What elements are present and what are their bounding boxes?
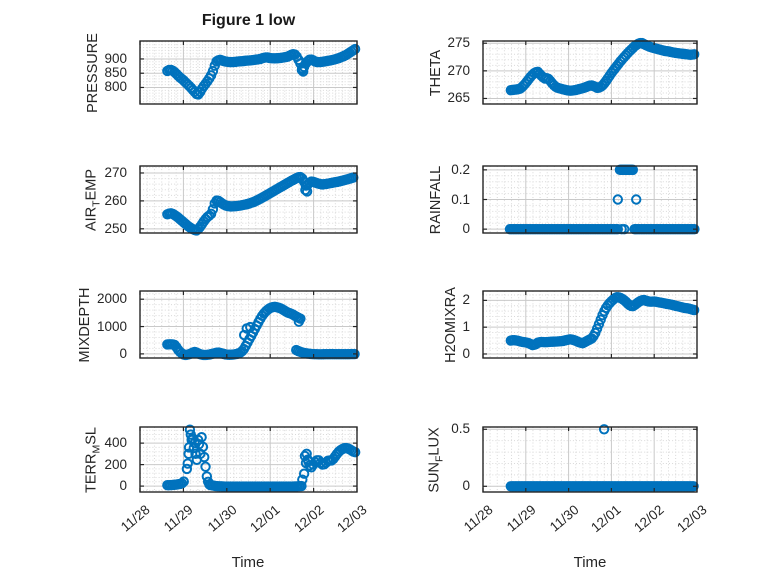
tick-marks [139,166,358,233]
y-tick-label: 0 [462,345,470,361]
x-tick-label: 11/29 [161,502,197,535]
x-tick-label: 11/30 [546,502,582,535]
x-tick-label: 12/02 [290,502,327,536]
axes-frame [139,165,358,234]
y-axis-label-sun-flux: SUNFLUX [426,426,445,493]
series-h2omixra-markers [505,291,700,351]
y-axis-label-air-temp: AIRTEMP [83,168,102,231]
x-tick-label: 12/02 [631,502,667,536]
y-tick-label: 850 [104,65,127,81]
tick-marks [482,291,698,358]
x-tick-label: 11/30 [204,502,240,535]
y-tick-label: 0.5 [451,421,470,437]
plot-area-mixdepth [139,290,360,361]
axes-frame [482,40,698,105]
tick-marks [139,291,358,358]
y-tick-label: 2000 [96,291,127,307]
x-tick-label: 11/29 [503,502,539,535]
y-tick-label: 0 [119,345,127,361]
y-tick-label: 0.1 [451,191,470,207]
axes-frame [482,426,698,493]
minor-grid [483,166,697,233]
axes-frame [482,290,698,359]
y-tick-label: 250 [104,220,127,236]
x-tick-label: 12/03 [674,502,710,536]
x-tick-label: 11/28 [460,502,496,535]
tick-marks [139,41,358,104]
y-axis-label-h2omixra: H2OMIXRA [442,286,459,363]
axes-frame [139,290,358,359]
x-tick-label: 11/28 [117,502,153,535]
y-axis-label-rainfall: RAINFALL [427,165,444,234]
tick-marks [139,427,358,492]
y-tick-label: 265 [447,90,470,106]
y-tick-label: 0 [119,478,127,494]
series-terr-msl-markers [162,424,361,492]
y-tick-label: 2 [462,292,470,308]
major-grid [140,166,357,233]
plot-area-pressure [139,40,361,105]
y-axis-label-theta: THETA [427,49,444,96]
y-tick-label: 0.2 [451,161,470,177]
y-tick-label: 1 [462,319,470,335]
axes-frame [139,40,358,105]
y-tick-label: 200 [104,456,127,472]
y-tick-label: 800 [104,79,127,95]
axes-frame [139,426,358,493]
series-mixdepth-markers [162,301,360,361]
tick-marks [482,427,698,492]
minor-grid [483,41,697,105]
y-tick-label: 0 [462,478,470,494]
x-tick-label: 12/01 [247,502,283,536]
y-tick-label: 1000 [96,318,127,334]
y-tick-label: 260 [104,192,127,208]
y-axis-label-pressure: PRESSURE [84,32,101,113]
series-air-temp-markers [162,171,359,236]
figure-title: Figure 1 low [201,12,296,29]
plot-area-sun-flux [482,424,699,493]
series-sun-flux-markers [505,424,699,492]
y-tick-label: 900 [104,50,127,66]
y-axis-label-terr-msl: TERRMSL [83,426,102,493]
tick-marks [482,41,698,104]
y-tick-label: 0 [462,221,470,237]
y-tick-label: 270 [447,62,470,78]
series-theta-markers [505,37,700,96]
x-axis-label-right: Time [573,554,607,571]
series-pressure-markers [162,43,361,100]
tick-marks [482,166,698,233]
x-axis-label-left: Time [231,554,265,571]
y-tick-label: 270 [104,164,127,180]
plot-area-h2omixra [482,290,700,359]
y-tick-label: 400 [104,435,127,451]
x-tick-label: 12/03 [334,502,370,536]
plot-area-terr-msl [139,424,361,493]
plot-area-air-temp [139,165,359,236]
y-axis-label-mixdepth: MIXDEPTH [77,287,93,362]
plot-area-theta [482,37,700,105]
x-tick-label: 12/01 [588,502,625,536]
y-tick-label: 275 [447,35,470,51]
plot-area-rainfall [482,164,700,235]
